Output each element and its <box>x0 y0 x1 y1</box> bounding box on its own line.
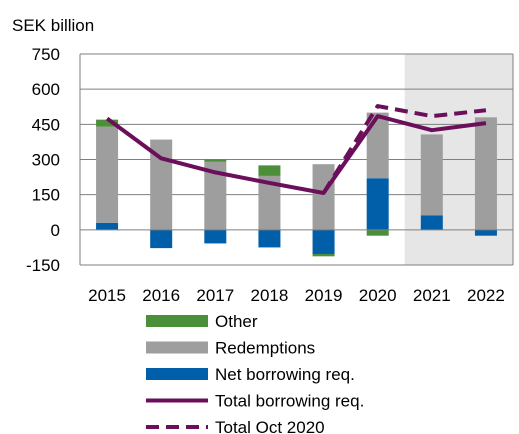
y-tick-label: -150 <box>26 256 60 275</box>
bar-net-borrowing-req-2015 <box>96 222 119 230</box>
y-tick-label: 150 <box>32 186 60 205</box>
x-tick-label: 2022 <box>467 286 505 305</box>
x-tick-label: 2021 <box>413 286 451 305</box>
bar-other-2020 <box>366 229 389 236</box>
bar-redemptions-2015 <box>96 126 119 223</box>
bar-net-borrowing-req-2017 <box>204 229 227 244</box>
y-tick-label: 450 <box>32 115 60 134</box>
bar-redemptions-2020 <box>366 112 389 179</box>
bar-redemptions-2019 <box>312 164 335 230</box>
bar-redemptions-2016 <box>150 139 173 230</box>
legend-swatch-redemptions <box>146 341 208 354</box>
legend-label-other: Other <box>215 312 258 331</box>
bar-other-2018 <box>258 165 281 176</box>
bar-other-2019 <box>312 253 335 257</box>
y-tick-label: 750 <box>32 45 60 64</box>
bar-net-borrowing-req-2018 <box>258 229 281 248</box>
bar-redemptions-2017 <box>204 161 227 230</box>
y-tick-label: 300 <box>32 151 60 170</box>
bar-other-2017 <box>204 159 227 162</box>
line-series <box>105 104 487 196</box>
x-tick-label: 2015 <box>88 286 126 305</box>
x-tick-label: 2020 <box>359 286 397 305</box>
legend-swatch-net-borrowing-req <box>146 368 208 380</box>
legend: Other Redemptions Net borrowing req. Total … <box>146 312 364 434</box>
bar-redemptions-2022 <box>474 117 497 230</box>
stacked-bars <box>96 112 497 257</box>
legend-label-total-oct-2020: Total Oct 2020 <box>215 418 325 434</box>
legend-label-total-borrowing-req: Total borrowing req. <box>215 392 364 411</box>
bar-redemptions-2021 <box>420 134 443 216</box>
y-tick-labels: 750 600 450 300 150 0 -150 <box>26 45 60 275</box>
legend-label-redemptions: Redemptions <box>215 339 315 358</box>
legend-swatch-other <box>146 315 208 327</box>
line-total-oct-2020 <box>321 104 487 195</box>
bar-net-borrowing-req-2020 <box>366 178 389 230</box>
x-tick-labels: 2015 2016 2017 2018 2019 2020 2021 2022 <box>88 286 505 305</box>
bar-net-borrowing-req-2019 <box>312 229 335 254</box>
bar-net-borrowing-req-2022 <box>474 229 497 236</box>
bar-net-borrowing-req-2016 <box>150 229 173 249</box>
legend-label-net-borrowing-req: Net borrowing req. <box>215 365 355 384</box>
bar-redemptions-2018 <box>258 175 281 230</box>
bar-other-2015 <box>96 119 119 127</box>
x-tick-label: 2019 <box>305 286 343 305</box>
x-tick-label: 2018 <box>251 286 289 305</box>
line-total-borrowing-req- <box>105 114 487 196</box>
bar-net-borrowing-req-2021 <box>420 215 443 230</box>
y-axis-unit-label: SEK billion <box>12 16 94 35</box>
x-tick-label: 2016 <box>142 286 180 305</box>
y-tick-label: 0 <box>51 221 60 240</box>
x-tick-label: 2017 <box>196 286 234 305</box>
y-tick-label: 600 <box>32 80 60 99</box>
